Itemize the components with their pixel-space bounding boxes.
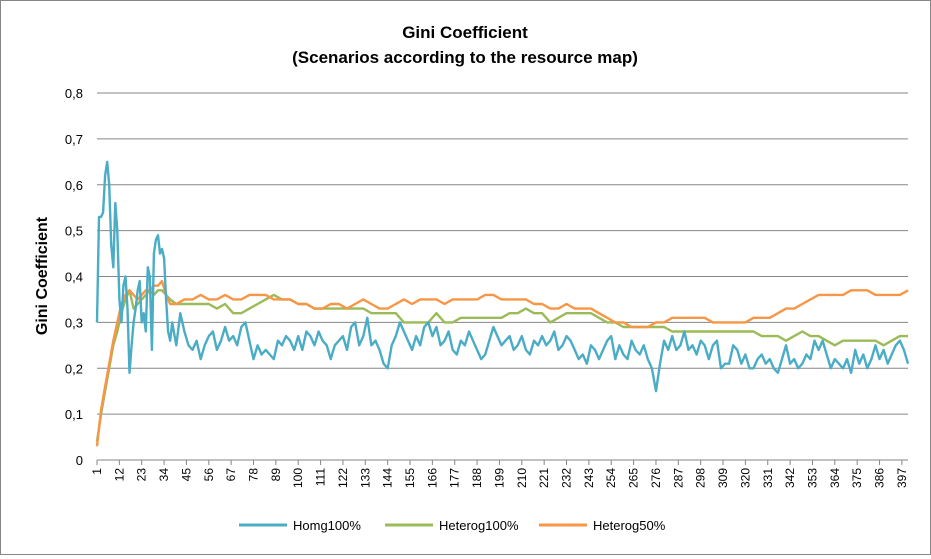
x-tick-label: 375 (850, 468, 864, 488)
x-axis-ticks: 1 12 23 34 45 56 67 78 89 100 111 122 133 144 155 166 17… (90, 460, 909, 488)
x-tick-label: 34 (157, 468, 171, 482)
x-tick-label: 210 (515, 468, 529, 488)
x-tick-label: 78 (247, 468, 261, 482)
legend-label: Heterog100% (439, 518, 519, 533)
x-tick-label: 12 (112, 468, 126, 482)
x-tick-label: 166 (425, 468, 439, 488)
x-tick-label: 309 (716, 468, 730, 488)
x-tick-label: 331 (761, 468, 775, 488)
y-tick-label: 0,2 (65, 361, 83, 376)
x-tick-label: 144 (381, 468, 395, 488)
x-tick-label: 386 (873, 468, 887, 488)
y-tick-label: 0,3 (65, 315, 83, 330)
x-tick-label: 364 (828, 468, 842, 488)
series-line-heterog50- (95, 279, 909, 447)
x-tick-label: 353 (805, 468, 819, 488)
x-tick-label: 199 (492, 468, 506, 488)
x-tick-label: 232 (560, 468, 574, 488)
x-tick-label: 188 (470, 468, 484, 488)
y-tick-label: 0,6 (65, 178, 83, 193)
x-tick-label: 243 (582, 468, 596, 488)
x-tick-label: 320 (738, 468, 752, 488)
x-tick-label: 56 (202, 468, 216, 482)
x-tick-label: 122 (336, 468, 350, 488)
x-tick-label: 265 (627, 468, 641, 488)
series-line-heterog100- (95, 289, 908, 442)
series-line-homg100- (95, 160, 910, 393)
gridlines (97, 92, 908, 461)
x-tick-label: 254 (604, 468, 618, 488)
y-tick-label: 0,7 (65, 132, 83, 147)
x-tick-label: 1 (90, 468, 104, 475)
x-tick-label: 133 (358, 468, 372, 488)
x-tick-label: 45 (179, 468, 193, 482)
y-tick-label: 0,4 (65, 270, 83, 285)
x-tick-label: 342 (783, 468, 797, 488)
x-tick-label: 155 (403, 468, 417, 488)
x-tick-label: 177 (448, 468, 462, 488)
y-tick-label: 0,5 (65, 224, 83, 239)
y-axis-label: Gini Coefficient (34, 216, 51, 335)
legend-label: Homg100% (293, 518, 361, 533)
y-tick-label: 0,8 (65, 86, 83, 101)
legend: Homg100% Heterog100% Heterog50% (239, 518, 666, 533)
x-tick-label: 397 (895, 468, 909, 488)
x-tick-label: 221 (537, 468, 551, 488)
legend-label: Heterog50% (593, 518, 666, 533)
x-tick-label: 89 (269, 468, 283, 482)
series-lines (95, 160, 910, 447)
x-tick-label: 67 (224, 468, 238, 482)
x-tick-label: 276 (649, 468, 663, 488)
y-axis-ticks: 0 0,1 0,2 0,3 0,4 0,5 0,6 0,7 0,8 (65, 86, 83, 468)
x-tick-label: 111 (314, 468, 328, 487)
x-tick-label: 23 (135, 468, 149, 482)
y-tick-label: 0 (76, 453, 83, 468)
y-tick-label: 0,1 (65, 407, 83, 422)
x-tick-label: 287 (671, 468, 685, 488)
chart-title: Gini Coefficient (402, 23, 528, 42)
chart-subtitle: (Scenarios according to the resource map… (292, 48, 638, 67)
x-tick-label: 298 (694, 468, 708, 488)
x-tick-label: 100 (291, 468, 305, 488)
